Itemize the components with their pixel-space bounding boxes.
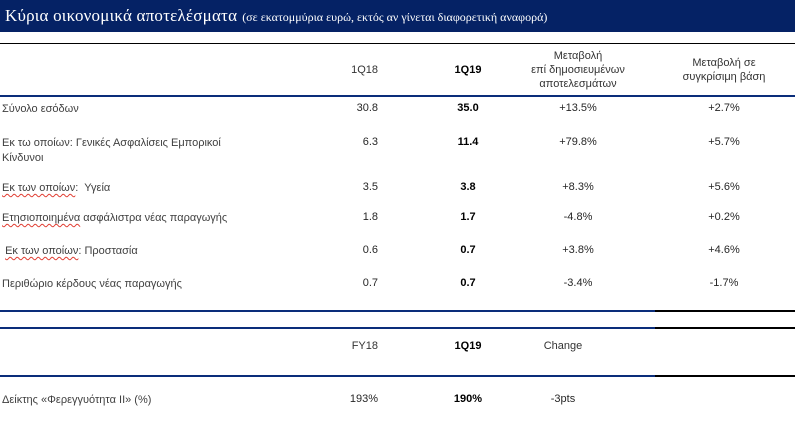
divider-black-segment <box>655 310 795 312</box>
value-change-published: -3.4% <box>563 277 593 289</box>
table-row: Ετησιοποιημένα ασφάλιστρα νέας παραγωγής… <box>0 205 795 237</box>
value-1q19: 0.7 <box>460 277 476 289</box>
misspelled-text: Εκ των οποίων <box>5 245 79 257</box>
value-1q18: 1.8 <box>362 211 378 223</box>
table-row: Εκ τω οποίων: Γενικές Ασφαλίσεις Εμπορικ… <box>0 130 795 175</box>
value-change: -3pts <box>550 393 576 405</box>
divider-line-section <box>0 327 795 329</box>
divider-line-section <box>0 310 795 312</box>
title-bar: Κύρια οικονομικά αποτελέσματα (σε εκατομ… <box>0 0 795 32</box>
header-change-comparable: Μεταβολή σε συγκρίσιμη βάση <box>682 56 766 83</box>
value-1q18: 6.3 <box>362 136 378 148</box>
value-1q19: 190% <box>453 393 483 405</box>
page-subtitle: (σε εκατομμύρια ευρώ, εκτός αν γίνεται δ… <box>242 9 548 24</box>
table-row: Εκ των οποίων: Προστασία 0.6 0.7 +3.8% +… <box>0 237 795 270</box>
value-1q19: 1.7 <box>460 211 476 223</box>
row-label: Εκ τω οποίων: Γενικές Ασφαλίσεις Εμπορικ… <box>2 137 221 164</box>
value-change-comparable: +0.2% <box>708 211 740 223</box>
header-change-published: Μεταβολή επί δημοσιευμένων αποτελεσμάτων <box>531 49 625 90</box>
value-1q19: 0.7 <box>460 244 476 256</box>
table-row: Περιθώριο κέρδους νέας παραγωγής 0.7 0.7… <box>0 270 795 310</box>
value-1q19: 35.0 <box>457 102 479 114</box>
table-row: Εκ των οποίων: Υγεία 3.5 3.8 +8.3% +5.6% <box>0 175 795 205</box>
value-1q19: 11.4 <box>457 136 479 148</box>
header-1q19: 1Q19 <box>454 340 482 352</box>
misspelled-text: Ετησιοποιημένα <box>2 212 81 224</box>
value-change-published: +13.5% <box>559 102 597 114</box>
header-change: Change <box>543 340 583 352</box>
divider-navy-segment <box>0 375 655 377</box>
header-fy18: FY18 <box>351 340 378 352</box>
row-label: Δείκτης «Φερεγγυότητα II» (%) <box>2 394 152 406</box>
value-change-published: -4.8% <box>563 211 593 223</box>
divider-line-top <box>0 43 795 44</box>
table2-header-row: FY18 1Q19 Change <box>0 329 795 375</box>
value-change-comparable: -1.7% <box>709 277 739 289</box>
table-row: Δείκτης «Φερεγγυότητα II» (%) 193% 190% … <box>0 377 795 423</box>
value-1q18: 0.7 <box>362 277 378 289</box>
header-1q19: 1Q19 <box>454 63 482 76</box>
value-change-comparable: +5.7% <box>708 136 740 148</box>
value-1q18: 0.6 <box>362 244 378 256</box>
divider-line-header <box>0 95 795 97</box>
value-1q18: 3.5 <box>362 181 378 193</box>
header-1q18: 1Q18 <box>351 63 378 76</box>
row-label: Εκ των οποίων: Προστασία <box>0 244 330 259</box>
table-row: Σύνολο εσόδων 30.8 35.0 +13.5% +2.7% <box>0 97 795 130</box>
row-label-rest: ασφάλιστρα νέας παραγωγής <box>80 212 228 224</box>
value-change-comparable: +5.6% <box>708 181 740 193</box>
row-label: Ετησιοποιημένα ασφάλιστρα νέας παραγωγής <box>0 211 330 226</box>
row-label: Εκ των οποίων: Υγεία <box>0 181 330 196</box>
row-label-rest: : Προστασία <box>78 245 138 257</box>
value-1q18: 30.8 <box>356 102 378 114</box>
divider-line-section <box>0 375 795 377</box>
divider-black-segment <box>655 375 795 377</box>
divider-black-segment <box>655 327 795 329</box>
divider-navy-segment <box>0 310 655 312</box>
section-spacer <box>0 312 795 327</box>
value-fy18: 193% <box>349 393 378 405</box>
value-change-comparable: +4.6% <box>708 244 740 256</box>
divider-navy-segment <box>0 327 655 329</box>
row-label-rest: : Υγεία <box>75 182 111 194</box>
value-1q19: 3.8 <box>460 181 476 193</box>
table1-header-row: 1Q18 1Q19 Μεταβολή επί δημοσιευμένων απο… <box>0 44 795 95</box>
value-change-published: +3.8% <box>562 244 594 256</box>
row-label: Σύνολο εσόδων <box>2 103 79 115</box>
value-change-comparable: +2.7% <box>708 102 740 114</box>
top-gap <box>0 32 795 43</box>
row-label: Περιθώριο κέρδους νέας παραγωγής <box>2 278 182 290</box>
value-change-published: +79.8% <box>559 136 597 148</box>
value-change-published: +8.3% <box>562 181 594 193</box>
page-title: Κύρια οικονομικά αποτελέσματα <box>5 6 238 25</box>
misspelled-text: Εκ των οποίων <box>2 182 76 194</box>
